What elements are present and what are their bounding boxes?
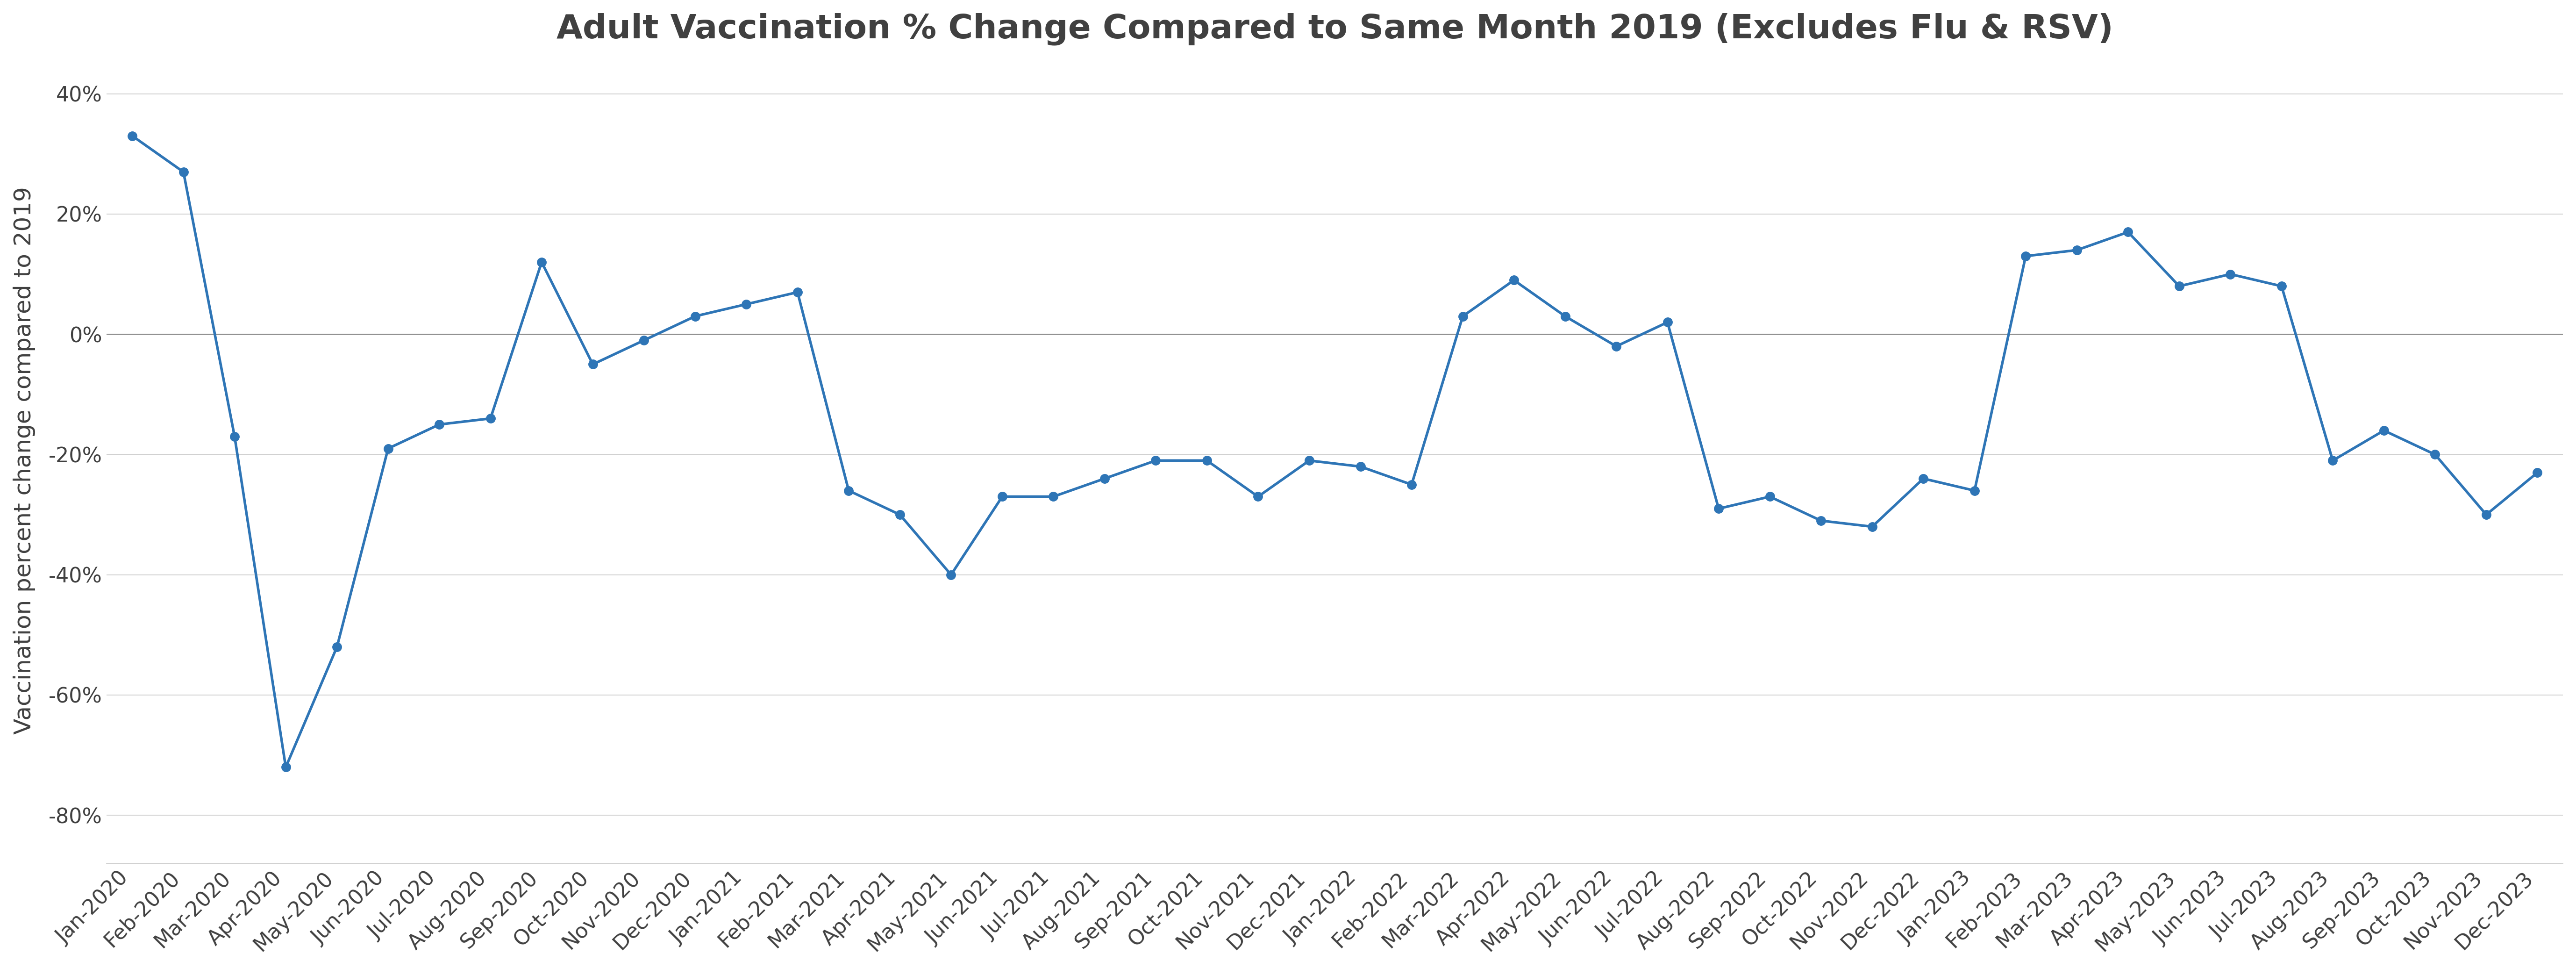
Title: Adult Vaccination % Change Compared to Same Month 2019 (Excludes Flu & RSV): Adult Vaccination % Change Compared to S…: [556, 13, 2112, 45]
Y-axis label: Vaccination percent change compared to 2019: Vaccination percent change compared to 2…: [13, 187, 36, 735]
